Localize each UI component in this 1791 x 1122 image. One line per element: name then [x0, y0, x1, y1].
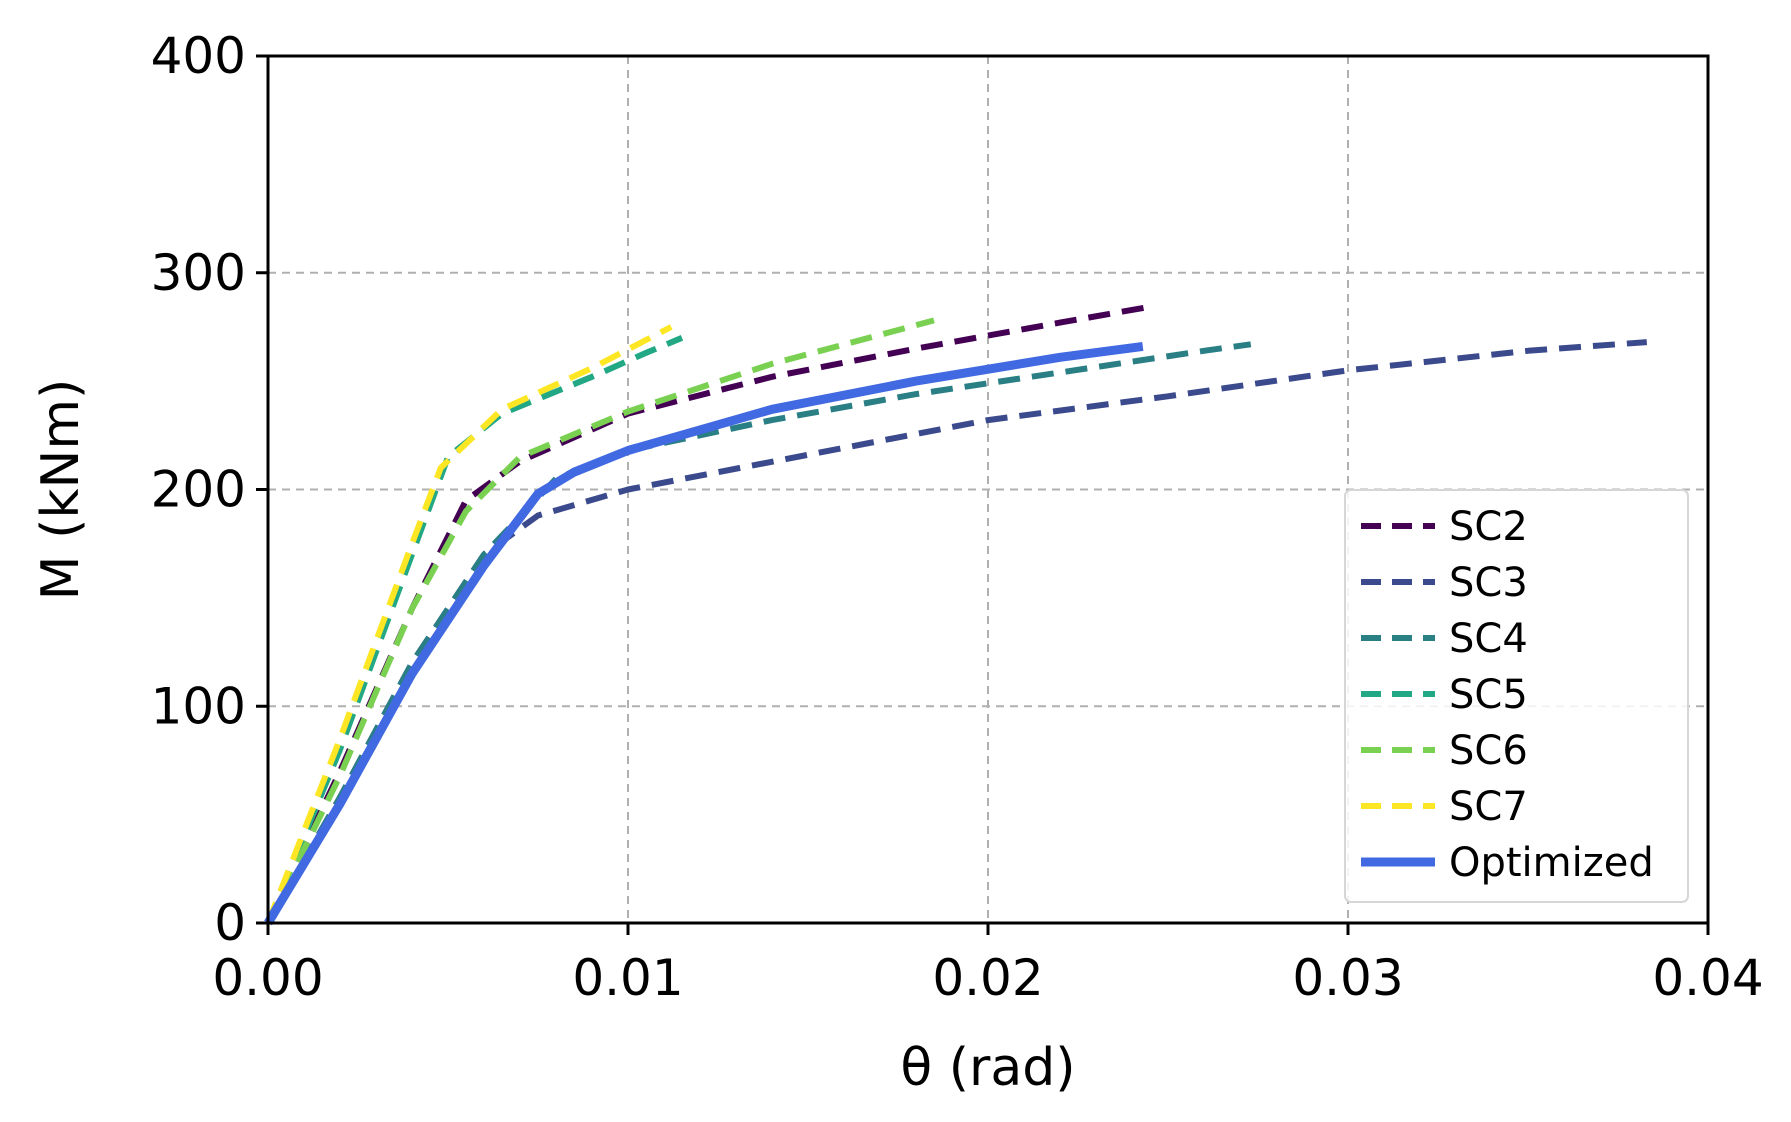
series-line-sc5 — [265, 335, 684, 925]
legend-label-sc5: SC5 — [1449, 672, 1528, 718]
ticks: 0.00 0.01 0.02 0.03 0.04 0 100 200 300 400 — [151, 27, 1764, 1007]
series-line-sc6 — [265, 317, 935, 925]
series-line-sc4 — [265, 341, 1252, 925]
series-line-sc3 — [265, 339, 1648, 925]
y-axis-label: M (kNm) — [31, 379, 91, 601]
series-line-sc7 — [265, 324, 673, 925]
y-tick-label: 400 — [151, 27, 246, 85]
legend-label-sc3: SC3 — [1449, 560, 1528, 606]
y-tick-label: 100 — [151, 677, 246, 735]
x-tick-label: 0.03 — [1292, 949, 1403, 1007]
y-tick-label: 0 — [214, 894, 246, 952]
y-tick-label: 300 — [151, 244, 246, 302]
x-axis-label: θ (rad) — [900, 1038, 1075, 1098]
legend-label-sc2: SC2 — [1449, 504, 1528, 550]
series-line-optimized — [264, 341, 1144, 926]
x-tick-label: 0.00 — [212, 949, 323, 1007]
y-tick-label: 200 — [151, 461, 246, 519]
legend: SC2 SC3 SC4 SC5 SC6 SC7 Optimized — [1344, 489, 1689, 903]
grid — [268, 56, 1708, 923]
legend-label-sc6: SC6 — [1449, 728, 1528, 774]
series-line-sc2 — [265, 304, 1147, 925]
x-tick-label: 0.02 — [932, 949, 1043, 1007]
legend-label-sc7: SC7 — [1449, 784, 1528, 830]
legend-frame — [1344, 489, 1689, 903]
series-lines — [264, 304, 1648, 926]
x-tick-label: 0.01 — [572, 949, 683, 1007]
legend-label-sc4: SC4 — [1449, 616, 1528, 662]
legend-label-optimized: Optimized — [1449, 840, 1654, 886]
x-tick-label: 0.04 — [1652, 949, 1763, 1007]
